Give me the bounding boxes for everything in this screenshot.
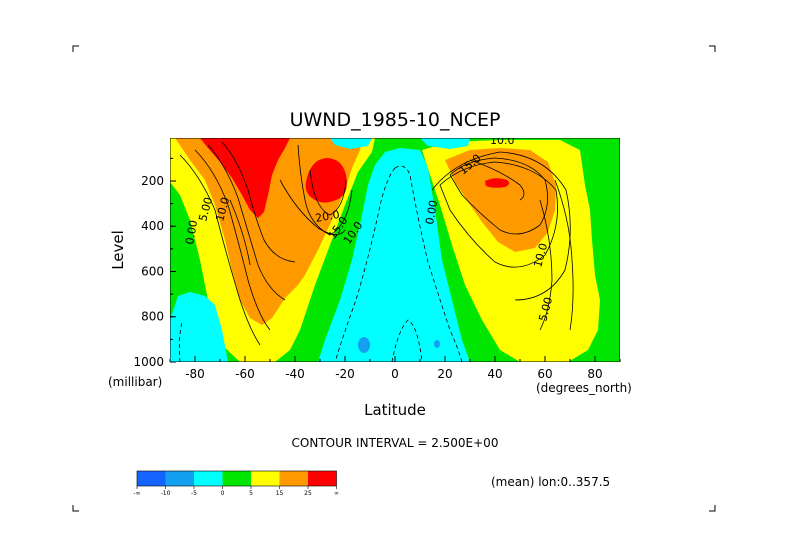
colorbar-cell [194, 471, 223, 486]
contour-labels: 0.00 5.00 10.0 15.0 20.0 0.00 10.0 15.0 … [183, 134, 555, 323]
colorbar-label: 0 [221, 490, 225, 497]
x-tick-label: -60 [235, 367, 255, 381]
dashed-contours [178, 165, 463, 362]
contour-label: 20.0 [314, 208, 340, 225]
contour-label: 10.0 [213, 196, 232, 223]
x-axis-title: Latitude [364, 401, 426, 419]
y-tick-label: 200 [141, 174, 164, 188]
x-tick-label: 80 [587, 367, 602, 381]
y-tick-label: 1000 [133, 355, 164, 369]
contour-label: 5.00 [196, 196, 215, 223]
contour-label: 0.00 [183, 219, 200, 245]
colorbar-label: 15 [276, 490, 284, 497]
subset-text: (mean) lon:0..357.5 [491, 475, 610, 489]
region-cyan-top-left [330, 138, 372, 149]
contour-label: 10.0 [531, 242, 550, 269]
contour-label: 5.00 [536, 296, 555, 323]
colorbar-label: -∞ [133, 490, 140, 497]
y-tick-label: 800 [141, 310, 164, 324]
contour-lines [179, 141, 574, 346]
region-cyan-tropics [318, 148, 470, 362]
x-tick-label: -80 [185, 367, 205, 381]
x-tick-label: 60 [537, 367, 552, 381]
y-unit-label: (millibar) [108, 375, 162, 389]
region-orange-nh [445, 148, 556, 252]
x-unit-label: (degrees_north) [536, 381, 632, 395]
colorbar-cell [251, 471, 280, 486]
contour-interval-text: CONTOUR INTERVAL = 2.500E+00 [292, 436, 499, 450]
region-cyan-top-right [420, 138, 470, 149]
colorbar-label: ∞ [334, 490, 339, 497]
colorbar-label: 25 [304, 490, 312, 497]
colorbar-label: 5 [249, 490, 253, 497]
axes: -80 -60 -40 -20 0 20 40 60 80 200 400 600 800 1000 [133, 157, 621, 381]
y-tick-label: 600 [141, 264, 164, 278]
x-tick-label: -20 [335, 367, 355, 381]
y-axis-title: Level [109, 230, 127, 270]
colorbar-cell [279, 471, 308, 486]
x-tick-label: 20 [437, 367, 452, 381]
colorbar-cell [165, 471, 194, 486]
colorbar: -∞ -10 -5 0 5 15 25 ∞ [133, 470, 339, 497]
colorbar-frame [136, 470, 337, 487]
colorbar-cell [222, 471, 251, 486]
chart-title: UWND_1985-10_NCEP [290, 109, 501, 131]
x-tick-label: 40 [487, 367, 502, 381]
region-red-sh-subtropical [305, 158, 347, 203]
contour-label: 10.0 [490, 134, 515, 147]
region-cyan-left [170, 292, 228, 362]
x-tick-label: 0 [391, 367, 399, 381]
colorbar-label: -5 [191, 490, 197, 497]
y-tick-label: 400 [141, 219, 164, 233]
x-tick-label: -40 [285, 367, 305, 381]
region-blue-patch [358, 337, 370, 353]
contour-label: 0.00 [423, 199, 440, 225]
region-red-nh [485, 178, 510, 188]
colorbar-label: -10 [161, 490, 171, 497]
colorbar-cell [308, 471, 337, 486]
plot-area: 0.00 5.00 10.0 15.0 20.0 0.00 10.0 15.0 … [170, 134, 620, 362]
region-blue-patch-small [434, 340, 440, 348]
region-red-sh-polar [200, 138, 290, 218]
colorbar-cell [137, 471, 166, 486]
corner-marks [72, 45, 716, 512]
